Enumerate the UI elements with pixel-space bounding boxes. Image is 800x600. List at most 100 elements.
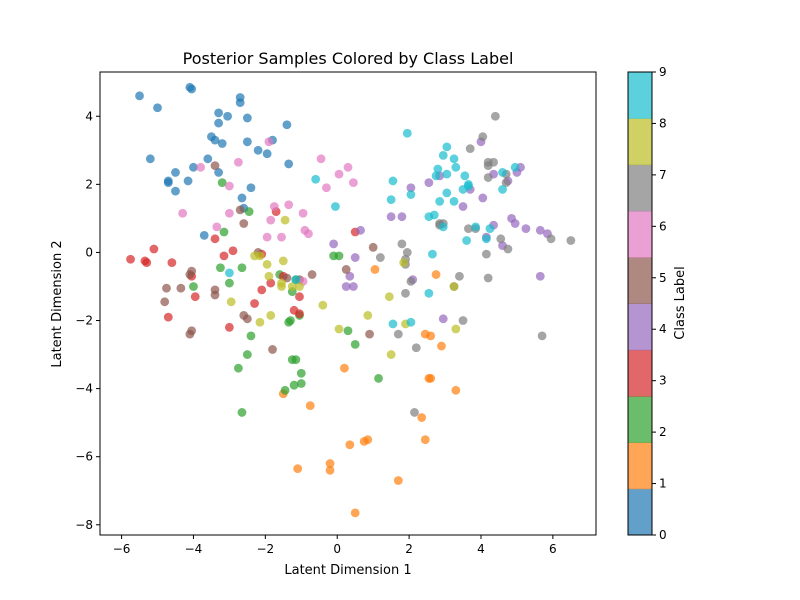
colorbar-segment-9 (628, 72, 652, 119)
point-class-1 (424, 374, 434, 383)
point-class-7 (375, 253, 385, 262)
point-class-4 (510, 219, 520, 228)
point-class-8 (262, 259, 272, 269)
colorbar-segment-1 (628, 442, 652, 490)
point-class-0 (145, 154, 155, 164)
point-class-8 (266, 311, 276, 320)
colorbar-label: Class Label (673, 266, 688, 339)
point-class-9 (224, 268, 234, 278)
point-class-9 (485, 224, 495, 234)
y-tick-label: 4 (85, 109, 93, 123)
colorbar-tick-label: 1 (659, 477, 667, 491)
x-tick-label: 6 (549, 542, 557, 556)
point-class-7 (393, 329, 403, 339)
point-class-9 (498, 168, 507, 177)
point-class-3 (295, 292, 304, 302)
point-class-9 (438, 151, 448, 160)
x-tick-label: −2 (256, 542, 274, 556)
colorbar-tick-label: 5 (659, 271, 667, 285)
point-class-1 (345, 440, 355, 450)
point-class-9 (451, 162, 461, 172)
point-class-4 (329, 239, 339, 249)
point-class-7 (458, 316, 468, 325)
point-class-9 (291, 275, 301, 285)
point-class-3 (257, 285, 267, 295)
point-class-8 (264, 271, 274, 281)
point-class-8 (386, 350, 396, 359)
point-class-3 (142, 258, 152, 268)
point-class-9 (406, 317, 416, 327)
point-class-6 (334, 169, 344, 179)
point-class-8 (295, 282, 304, 291)
point-class-9 (458, 185, 468, 194)
point-class-6 (304, 229, 313, 239)
point-class-5 (176, 283, 186, 293)
point-class-9 (388, 319, 398, 329)
point-class-0 (214, 168, 224, 177)
point-class-8 (255, 317, 265, 327)
point-class-8 (318, 300, 328, 310)
point-class-1 (293, 464, 303, 474)
point-class-6 (233, 157, 243, 167)
point-class-7 (503, 244, 513, 254)
point-class-6 (298, 208, 308, 218)
point-class-4 (345, 271, 355, 281)
point-class-7 (566, 236, 576, 245)
colorbar-tick-label: 2 (659, 425, 667, 439)
point-class-9 (431, 171, 441, 181)
point-class-4 (348, 282, 358, 291)
point-class-3 (190, 292, 200, 302)
point-class-9 (402, 128, 412, 138)
point-class-4 (350, 253, 360, 262)
point-class-8 (226, 297, 236, 307)
point-class-2 (284, 317, 294, 327)
point-class-6 (348, 178, 358, 188)
colorbar-tick-label: 4 (659, 322, 667, 336)
point-class-2 (244, 207, 254, 216)
point-class-1 (305, 401, 315, 411)
point-class-2 (291, 355, 301, 365)
point-class-1 (437, 341, 446, 351)
point-class-8 (278, 256, 288, 266)
x-tick-label: 4 (477, 542, 485, 556)
point-class-5 (235, 205, 245, 215)
point-class-2 (237, 263, 247, 273)
x-axis-label: Latent Dimension 1 (284, 563, 411, 578)
point-class-2 (246, 331, 256, 341)
point-class-2 (219, 227, 229, 237)
point-class-9 (481, 234, 491, 244)
point-class-6 (212, 222, 222, 232)
y-tick-label: −4 (75, 382, 93, 396)
colorbar-segment-6 (628, 210, 652, 258)
point-class-7 (496, 234, 506, 244)
colorbar-segment-0 (628, 488, 652, 536)
point-class-0 (171, 168, 180, 177)
point-class-7 (397, 239, 407, 249)
colorbar-segment-5 (628, 257, 652, 304)
point-class-2 (296, 368, 306, 378)
point-class-0 (163, 178, 173, 188)
colorbar-tick-label: 8 (659, 116, 667, 130)
point-class-4 (406, 183, 416, 193)
colorbar-segment-2 (628, 396, 652, 443)
point-class-8 (449, 282, 459, 291)
point-class-0 (235, 98, 245, 108)
point-class-5 (210, 290, 220, 300)
point-class-4 (341, 282, 351, 291)
point-class-8 (280, 215, 290, 225)
colorbar-tick-label: 9 (659, 65, 667, 79)
x-tick-label: 0 (333, 542, 341, 556)
point-class-3 (126, 254, 135, 264)
point-class-3 (149, 244, 159, 254)
point-class-4 (356, 225, 365, 235)
point-class-0 (253, 145, 263, 155)
point-class-5 (365, 329, 374, 339)
point-class-0 (183, 176, 193, 186)
point-class-0 (187, 84, 197, 94)
point-class-7 (501, 178, 511, 188)
point-class-7 (410, 408, 419, 417)
point-class-8 (399, 258, 409, 268)
point-class-3 (266, 278, 276, 288)
point-class-3 (163, 312, 173, 322)
point-class-6 (264, 137, 274, 147)
